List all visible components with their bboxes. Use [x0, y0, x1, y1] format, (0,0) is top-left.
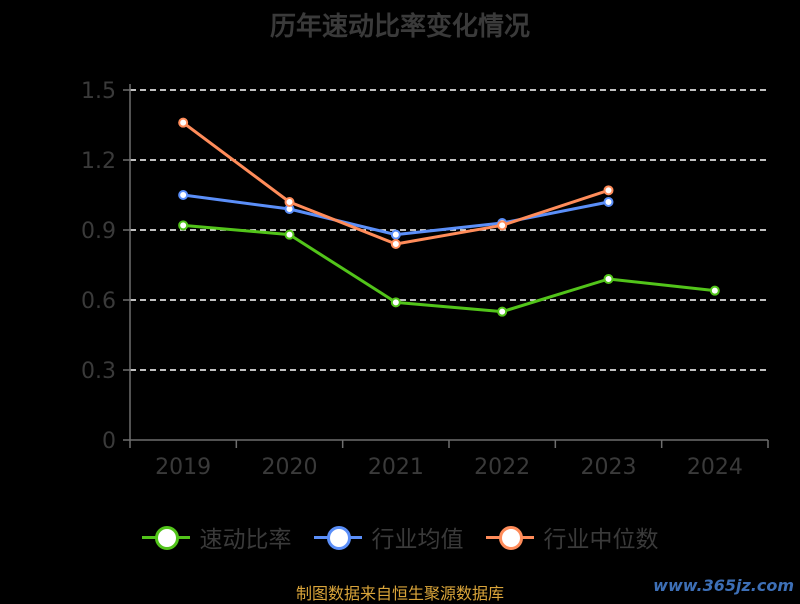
data-point: [178, 190, 189, 200]
data-point: [390, 239, 401, 249]
x-tick-label: 2021: [368, 455, 424, 480]
y-tick-label: 0.3: [81, 359, 116, 384]
data-point: [497, 306, 508, 317]
site-watermark: www.365jz.com: [653, 576, 794, 595]
legend-label: 行业中位数: [543, 527, 659, 553]
legend-item-quick-ratio[interactable]: 速动比率: [141, 520, 292, 554]
data-point: [284, 229, 295, 240]
x-tick-label: 2019: [155, 455, 211, 480]
y-tick-label: 1.5: [81, 79, 116, 104]
x-tick-label: 2023: [581, 455, 637, 480]
legend-label: 行业均值: [371, 527, 464, 553]
y-tick-label: 0: [102, 429, 116, 454]
y-tick-label: 0.6: [81, 289, 116, 314]
x-tick-label: 2020: [262, 455, 318, 480]
data-point: [390, 229, 401, 240]
data-point: [390, 297, 401, 308]
legend-item-industry-mean[interactable]: 行业均值: [313, 520, 464, 554]
data-source-footer: 制图数据来自恒生聚源数据库: [295, 584, 504, 603]
legend-label: 速动比率: [199, 527, 292, 553]
data-point: [603, 274, 614, 284]
legend-swatch-industry-median: [485, 525, 534, 550]
legend-dot: [154, 526, 179, 550]
data-point: [603, 185, 614, 196]
chart-title: 历年速动比率变化情况: [269, 12, 530, 42]
series-line-2: [182, 121, 609, 246]
data-point: [178, 220, 189, 231]
data-point: [284, 197, 295, 207]
legend-swatch-quick-ratio: [141, 525, 190, 550]
y-tick-label: 0.9: [81, 219, 116, 244]
series-line-1: [182, 193, 609, 237]
legend-dot: [326, 526, 351, 550]
series-line-0: [183, 223, 715, 314]
data-point: [603, 197, 614, 207]
legend-swatch-industry-mean: [313, 525, 362, 550]
y-tick-label: 1.2: [81, 149, 116, 174]
data-point: [497, 220, 508, 231]
x-tick-label: 2022: [474, 455, 530, 480]
data-point: [709, 285, 720, 296]
legend-dot: [498, 526, 523, 550]
legend: 速动比率 行业均值 行业中位数: [0, 520, 800, 554]
legend-item-industry-median[interactable]: 行业中位数: [485, 520, 659, 554]
data-point: [178, 117, 189, 128]
x-tick-label: 2024: [687, 455, 743, 480]
